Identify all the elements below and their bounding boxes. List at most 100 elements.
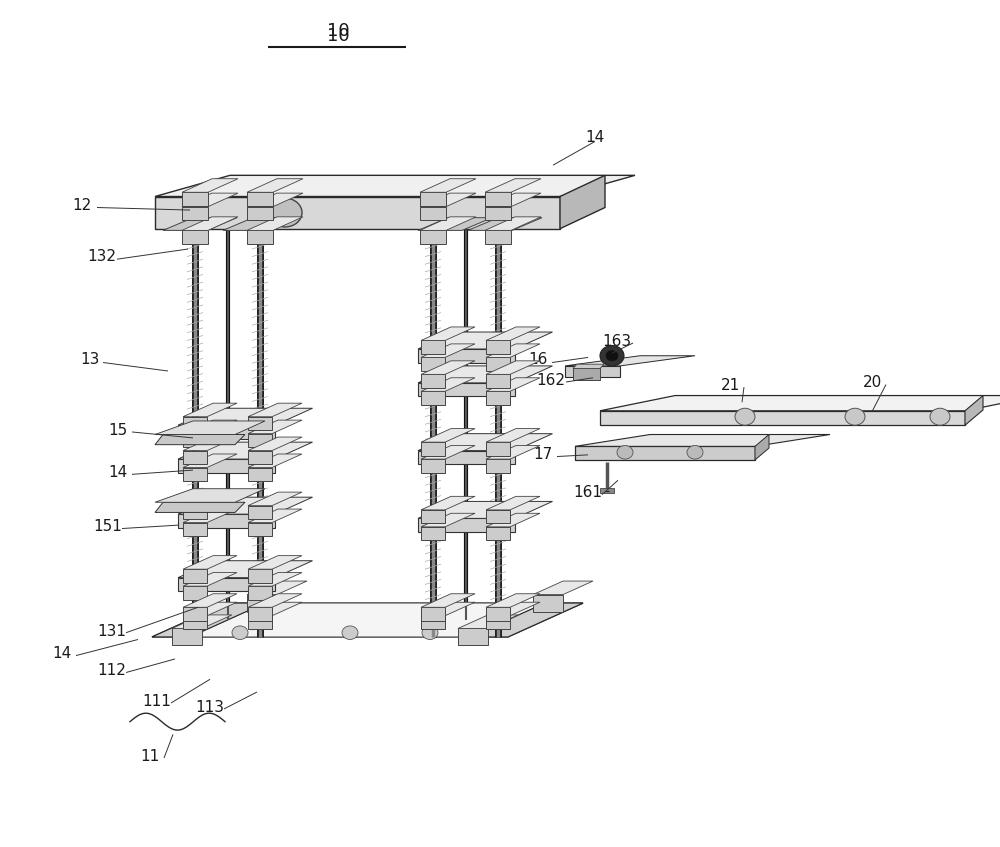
Polygon shape [183,417,207,430]
Polygon shape [248,420,302,434]
Polygon shape [486,459,510,473]
Text: 163: 163 [602,334,632,349]
Polygon shape [178,561,312,578]
Polygon shape [486,607,510,621]
Polygon shape [486,446,540,459]
Polygon shape [421,340,445,354]
Polygon shape [248,492,302,506]
Text: 17: 17 [533,447,553,462]
Polygon shape [421,510,445,523]
Polygon shape [248,468,272,481]
Polygon shape [183,403,237,417]
Polygon shape [247,193,303,207]
Polygon shape [485,230,511,244]
Polygon shape [248,616,272,629]
Polygon shape [421,357,445,371]
Text: 112: 112 [98,663,126,678]
Polygon shape [486,510,510,523]
Polygon shape [418,349,515,363]
Polygon shape [155,435,245,445]
Polygon shape [486,594,540,607]
Polygon shape [421,594,475,607]
Polygon shape [573,364,604,368]
Polygon shape [418,383,515,396]
Polygon shape [247,207,273,220]
Circle shape [268,198,302,227]
Polygon shape [486,361,540,374]
Polygon shape [421,391,445,405]
Polygon shape [486,378,540,391]
Polygon shape [183,602,237,616]
Polygon shape [248,454,302,468]
Text: 15: 15 [108,423,128,438]
Polygon shape [178,442,312,459]
Text: 161: 161 [574,485,602,501]
Polygon shape [183,569,207,583]
Polygon shape [486,327,540,340]
Polygon shape [421,374,445,388]
Polygon shape [486,357,510,371]
Polygon shape [183,523,207,536]
Polygon shape [183,434,207,447]
Polygon shape [155,421,265,435]
Polygon shape [182,230,208,244]
Polygon shape [470,603,583,637]
Text: 10: 10 [327,22,349,41]
Polygon shape [418,451,515,464]
Polygon shape [172,628,202,645]
Polygon shape [182,193,238,207]
Polygon shape [155,489,265,502]
Polygon shape [485,207,511,220]
Polygon shape [421,607,445,621]
Polygon shape [178,514,275,528]
Polygon shape [486,616,510,629]
Polygon shape [421,496,475,510]
Text: 14: 14 [108,465,128,480]
Polygon shape [418,366,552,383]
Bar [600,488,614,493]
Polygon shape [486,344,540,357]
Polygon shape [183,607,207,621]
Polygon shape [421,429,475,442]
Polygon shape [178,459,275,473]
Text: 13: 13 [80,352,100,368]
Circle shape [606,351,618,361]
Polygon shape [182,179,238,192]
Text: 14: 14 [585,130,605,145]
Polygon shape [486,602,540,616]
Polygon shape [485,193,541,207]
Polygon shape [183,594,237,607]
Polygon shape [486,340,510,354]
Polygon shape [247,230,273,244]
Polygon shape [182,217,238,230]
Polygon shape [247,595,277,612]
Polygon shape [248,523,272,536]
Polygon shape [182,192,208,206]
Polygon shape [248,556,302,569]
Polygon shape [247,581,307,595]
Polygon shape [155,502,245,512]
Polygon shape [183,586,207,600]
Polygon shape [183,506,207,519]
Polygon shape [418,332,552,349]
Polygon shape [565,356,695,366]
Polygon shape [421,442,445,456]
Polygon shape [248,506,272,519]
Polygon shape [155,175,635,197]
Polygon shape [418,518,515,532]
Polygon shape [421,378,475,391]
Polygon shape [152,603,265,637]
Polygon shape [178,425,275,439]
Polygon shape [420,230,446,244]
Polygon shape [560,175,605,229]
Circle shape [845,408,865,425]
Polygon shape [486,496,540,510]
Polygon shape [421,327,475,340]
Polygon shape [420,207,446,220]
Text: 131: 131 [98,623,126,639]
Polygon shape [421,602,475,616]
Polygon shape [486,374,510,388]
Polygon shape [248,602,302,616]
Polygon shape [178,408,312,425]
Polygon shape [755,435,769,460]
